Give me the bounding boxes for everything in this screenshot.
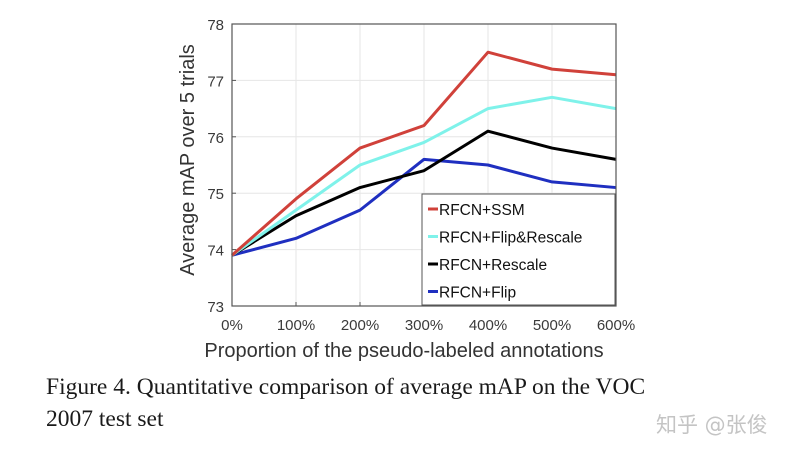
x-tick-label: 100% [277, 317, 315, 334]
y-tick-label: 76 [207, 130, 224, 147]
axis-ticks: 0% 100% 200% 300% 400% 500% 600% 73 74 75 76 77 78 [207, 17, 635, 334]
series-line-rfcn-flip [231, 157, 617, 257]
x-tick-label: 400% [469, 317, 507, 334]
x-axis-label: Proportion of the pseudo-labeled annotat… [204, 340, 603, 362]
legend-box [421, 193, 616, 306]
legend-entry: RFCN+SSM [439, 202, 525, 219]
x-tick-label: 500% [533, 317, 571, 334]
y-axis-label: Average mAP over 5 trials [177, 44, 199, 276]
watermark: 知乎 @张俊 [656, 413, 768, 437]
x-tick-label: 300% [405, 317, 443, 334]
y-tick-label: 78 [207, 17, 224, 34]
series-line-rfcn-flip-rescale [231, 95, 617, 257]
line-chart: 0% 100% 200% 300% 400% 500% 600% 73 74 75 76 77 78 R… [177, 17, 635, 362]
x-tick-label: 0% [221, 317, 243, 334]
y-tick-label: 74 [207, 243, 224, 260]
x-tick-label: 600% [597, 317, 635, 334]
legend: RFCN+SSM RFCN+Flip&Rescale RFCN+Rescale RFC… [421, 193, 616, 306]
figure-caption: Figure 4. Quantitative comparison of ave… [46, 371, 786, 435]
caption-line-1: Figure 4. Quantitative comparison of ave… [46, 374, 646, 400]
x-tick-label: 200% [341, 317, 379, 334]
legend-entry: RFCN+Flip [439, 285, 516, 302]
series-lines [231, 50, 617, 257]
series-line-rfcn-ssm [231, 50, 617, 257]
y-tick-label: 75 [207, 186, 224, 203]
legend-entry: RFCN+Flip&Rescale [439, 230, 582, 247]
caption-line-2: 2007 test set [46, 406, 164, 432]
series-line-rfcn-rescale [231, 129, 617, 257]
legend-entry: RFCN+Rescale [439, 257, 547, 274]
y-tick-label: 73 [207, 299, 224, 316]
y-tick-label: 77 [207, 73, 224, 90]
